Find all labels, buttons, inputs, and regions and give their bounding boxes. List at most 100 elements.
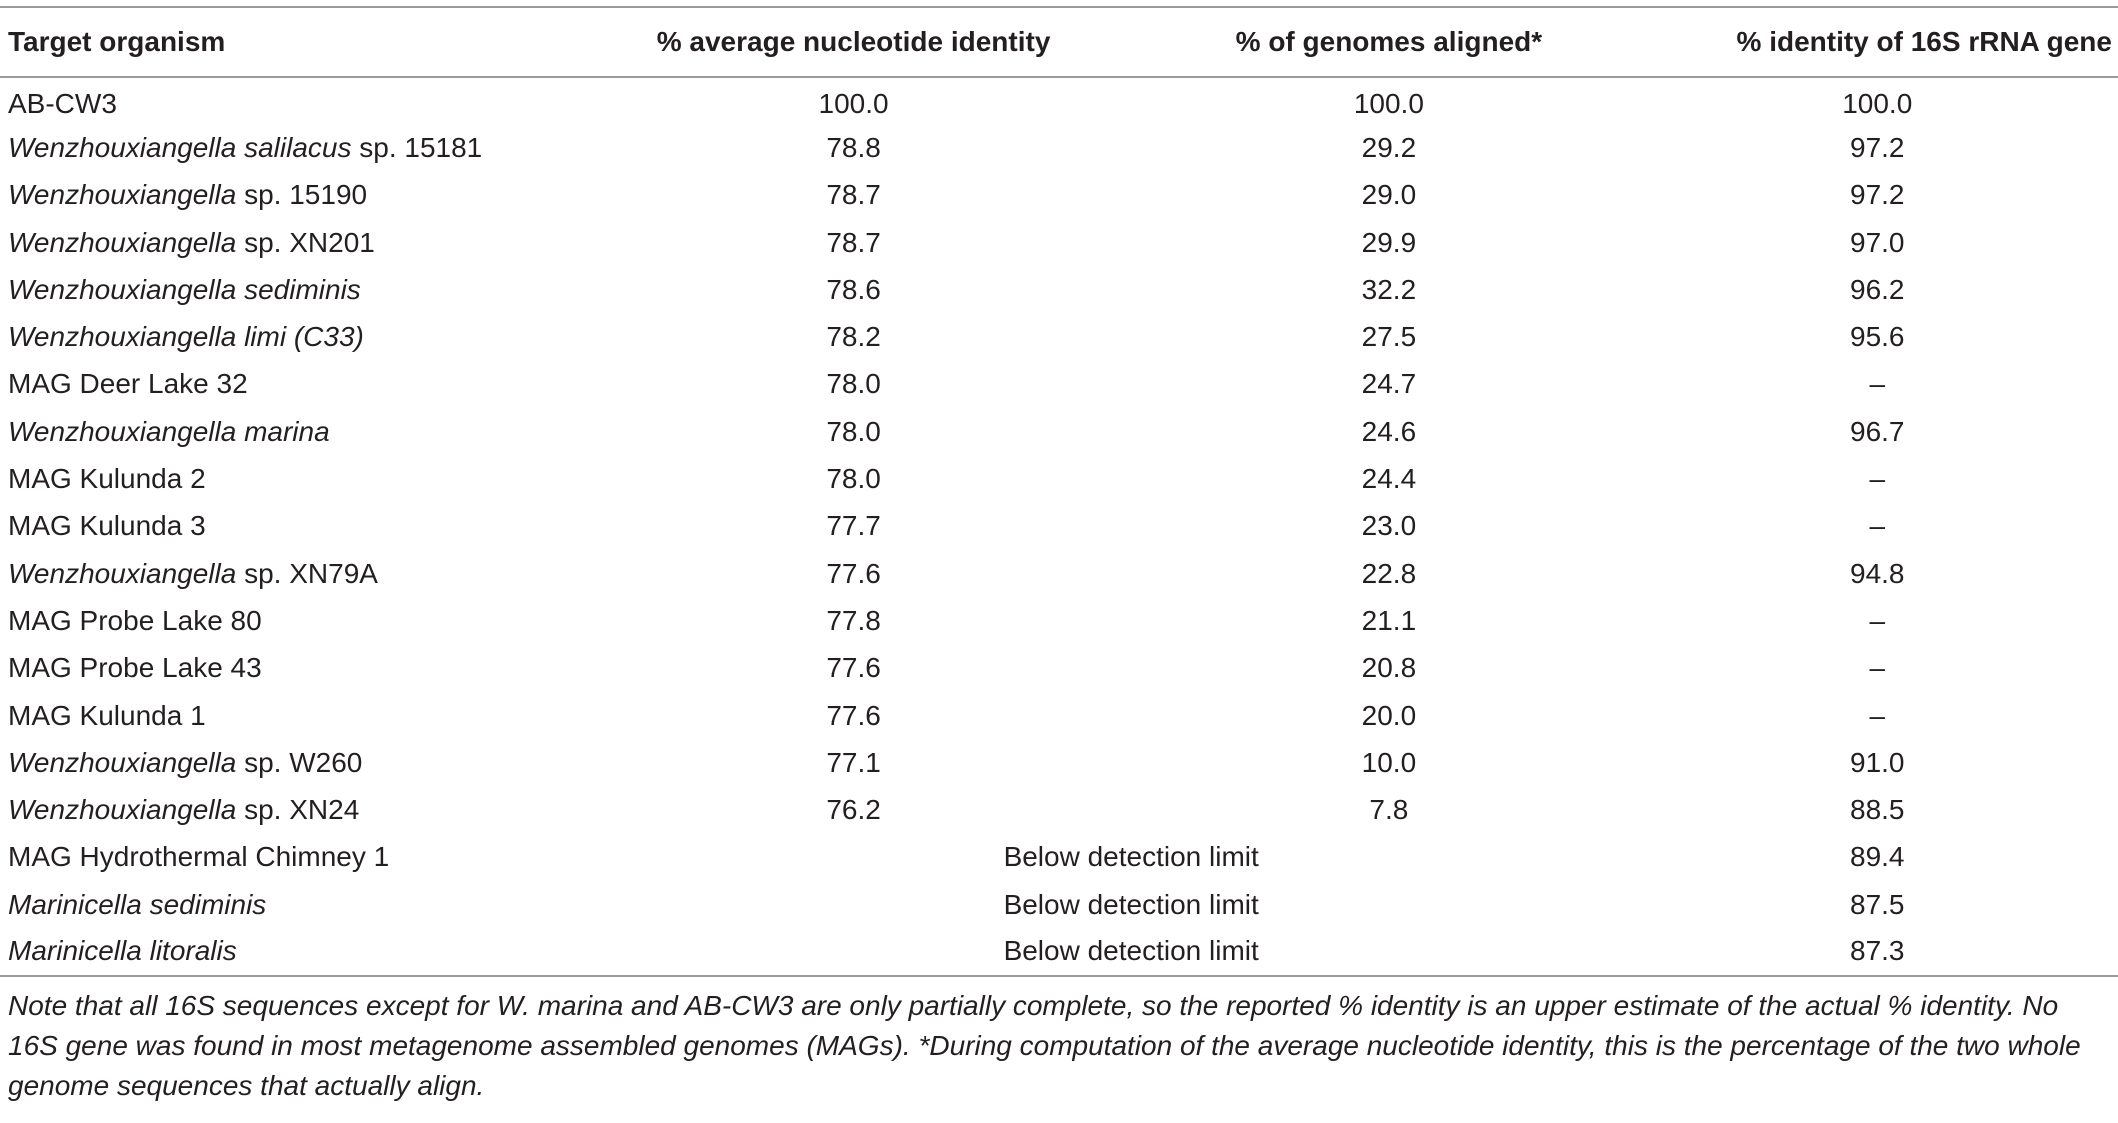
ani-value-cell: 77.6 [826, 557, 881, 589]
table-row: Marinicella sediminis Below detection lim… [0, 881, 2118, 928]
aligned-value-cell: 32.2 [1361, 273, 1417, 305]
organism-name-plain: sp. 15181 [351, 131, 483, 163]
organism-name-italic: Wenzhouxiangella [8, 226, 237, 258]
table-row: Wenzhouxiangella sp. 15190 78.7 29.0 97.2 [0, 172, 2118, 219]
table-row: Wenzhouxiangella sediminis 78.6 32.2 96.2 [0, 266, 2118, 313]
aligned-value-cell: 21.1 [1361, 604, 1417, 636]
aligned-value-cell: 22.8 [1361, 557, 1417, 589]
aligned-value-cell: 7.8 [1369, 794, 1409, 826]
table-row: Wenzhouxiangella salilacus sp. 15181 78.8… [0, 124, 2118, 171]
header-target-organism: Target organism [8, 26, 226, 57]
rrna-identity-cell: 97.0 [1850, 226, 1905, 258]
organism-name-cell: Wenzhouxiangella limi (C33) [0, 313, 566, 360]
organism-name-cell: Marinicella sediminis [0, 881, 566, 928]
table-row: Wenzhouxiangella sp. W260 77.1 10.0 91.0 [0, 739, 2118, 786]
organism-name-italic: Wenzhouxiangella [8, 179, 237, 211]
ani-value-cell: 78.7 [826, 226, 881, 258]
rrna-identity-cell: 97.2 [1850, 131, 1905, 163]
ani-value-cell: 78.0 [826, 415, 881, 447]
ani-value-cell: 78.0 [826, 463, 881, 495]
organism-name-cell: MAG Kulunda 1 [0, 692, 566, 739]
header-16s-identity: % identity of 16S rRNA gene [1736, 26, 2112, 57]
below-detection-limit-cell: Below detection limit [1003, 935, 1259, 967]
organism-name-cell: Wenzhouxiangella marina [0, 408, 566, 455]
rrna-identity-cell: 97.2 [1850, 179, 1905, 211]
organism-name-italic: Wenzhouxiangella salilacus [8, 131, 352, 163]
table-footnote: Note that all 16S sequences except for W… [8, 990, 2081, 1101]
aligned-value-cell: 27.5 [1361, 321, 1417, 353]
ani-value-cell: 78.0 [826, 368, 881, 400]
aligned-value-cell: 23.0 [1361, 510, 1417, 542]
organism-name-italic: Marinicella sediminis [8, 888, 267, 920]
organism-name-plain: MAG Probe Lake 43 [8, 652, 262, 684]
table-row: Wenzhouxiangella sp. XN201 78.7 29.9 97.0 [0, 219, 2118, 266]
aligned-value-cell: 100.0 [1353, 88, 1424, 120]
table-row: MAG Kulunda 2 78.0 24.4 – [0, 455, 2118, 502]
table-row: Wenzhouxiangella sp. XN79A 77.6 22.8 94.8 [0, 550, 2118, 597]
organism-name-plain: sp. XN24 [236, 794, 360, 826]
ani-value-cell: 100.0 [818, 88, 889, 120]
organism-name-cell: Wenzhouxiangella sp. XN201 [0, 219, 566, 266]
aligned-value-cell: 29.2 [1361, 131, 1417, 163]
organism-name-italic: Marinicella litoralis [8, 935, 237, 967]
table-row: Marinicella litoralis Below detection lim… [0, 928, 2118, 976]
aligned-value-cell: 10.0 [1361, 746, 1417, 778]
organism-name-cell: Marinicella litoralis [0, 928, 566, 975]
aligned-value-cell: 20.0 [1361, 699, 1417, 731]
rrna-identity-cell: – [1869, 463, 1886, 495]
aligned-value-cell: 20.8 [1361, 652, 1417, 684]
ani-value-cell: 78.8 [826, 131, 881, 163]
rrna-identity-cell: 95.6 [1850, 321, 1905, 353]
organism-name-cell: Wenzhouxiangella sp. W260 [0, 739, 566, 786]
aligned-value-cell: 24.4 [1361, 463, 1417, 495]
organism-name-italic: Wenzhouxiangella [8, 557, 237, 589]
ani-value-cell: 77.6 [826, 652, 881, 684]
table-row: MAG Deer Lake 32 78.0 24.7 – [0, 361, 2118, 408]
table-row: MAG Hydrothermal Chimney 1 Below detectio… [0, 834, 2118, 881]
rrna-identity-cell: – [1869, 604, 1886, 636]
organism-name-plain: sp. W260 [236, 746, 363, 778]
organism-name-cell: MAG Probe Lake 80 [0, 597, 566, 644]
organism-name-cell: MAG Deer Lake 32 [0, 361, 566, 408]
ani-value-cell: 78.2 [826, 321, 881, 353]
organism-name-plain: MAG Kulunda 2 [8, 463, 206, 495]
table-row: MAG Kulunda 3 77.7 23.0 – [0, 503, 2118, 550]
organism-name-italic: Wenzhouxiangella sediminis [8, 273, 361, 305]
organism-name-plain: MAG Probe Lake 80 [8, 604, 262, 636]
organism-name-cell: Wenzhouxiangella salilacus sp. 15181 [0, 124, 566, 171]
organism-name-cell: Wenzhouxiangella sediminis [0, 266, 566, 313]
ani-value-cell: 76.2 [826, 794, 881, 826]
rrna-identity-cell: 100.0 [1842, 88, 1913, 120]
rrna-identity-cell: 87.3 [1850, 935, 1905, 967]
rrna-identity-cell: – [1869, 652, 1886, 684]
organism-name-plain: MAG Deer Lake 32 [8, 368, 248, 400]
organism-name-cell: MAG Kulunda 2 [0, 455, 566, 502]
table-row: Wenzhouxiangella limi (C33) 78.2 27.5 95.6 [0, 313, 2118, 360]
aligned-value-cell: 24.7 [1361, 368, 1417, 400]
rrna-identity-cell: – [1869, 368, 1886, 400]
organism-name-plain: AB-CW3 [8, 88, 117, 120]
organism-name-italic: Wenzhouxiangella marina [8, 415, 330, 447]
header-average-nucleotide-identity: % average nucleotide identity [656, 26, 1051, 57]
organism-name-cell: MAG Probe Lake 43 [0, 645, 566, 692]
organism-name-plain: sp. XN201 [236, 226, 375, 258]
organism-name-cell: Wenzhouxiangella sp. XN79A [0, 550, 566, 597]
ani-value-cell: 78.6 [826, 273, 881, 305]
organism-name-plain: sp. 15190 [236, 179, 368, 211]
organism-name-italic: Wenzhouxiangella [8, 746, 237, 778]
organism-name-plain: sp. XN79A [236, 557, 378, 589]
rrna-identity-cell: – [1869, 510, 1886, 542]
organism-name-cell: Wenzhouxiangella sp. 15190 [0, 172, 566, 219]
ani-value-cell: 78.7 [826, 179, 881, 211]
rrna-identity-cell: 87.5 [1850, 888, 1905, 920]
rrna-identity-cell: 96.7 [1850, 415, 1905, 447]
aligned-value-cell: 29.0 [1361, 179, 1417, 211]
ani-value-cell: 77.7 [826, 510, 881, 542]
table-row: MAG Kulunda 1 77.6 20.0 – [0, 692, 2118, 739]
table-row: MAG Probe Lake 80 77.8 21.1 – [0, 597, 2118, 644]
below-detection-limit-cell: Below detection limit [1003, 888, 1259, 920]
organism-name-italic: Wenzhouxiangella limi (C33) [8, 321, 364, 353]
header-genomes-aligned: % of genomes aligned* [1235, 26, 1543, 57]
organism-name-cell: MAG Hydrothermal Chimney 1 [0, 834, 566, 881]
